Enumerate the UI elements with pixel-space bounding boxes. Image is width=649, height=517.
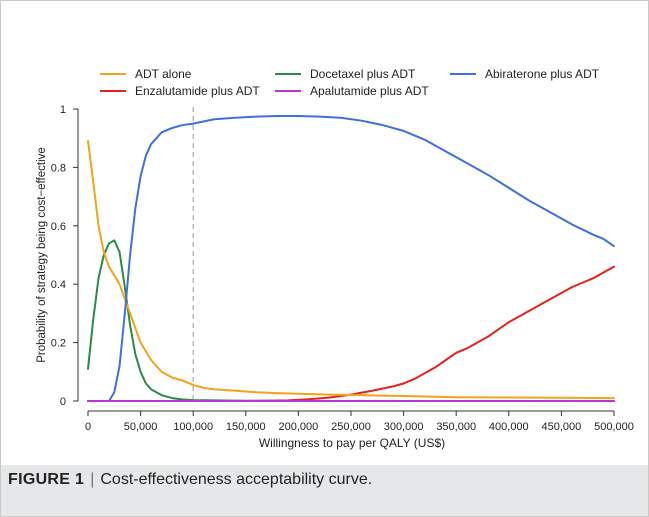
y-tick-label: 0 <box>60 396 66 408</box>
series-lines <box>87 115 615 402</box>
x-axis-label: Willingness to pay per QALY (US$) <box>259 436 445 450</box>
x-tick-label: 300,000 <box>384 421 424 433</box>
legend-label: Abiraterone plus ADT <box>485 67 600 81</box>
x-tick-label: 100,000 <box>173 421 213 433</box>
legend: ADT alone Enzalutamide plus ADT Docetaxel … <box>100 67 600 98</box>
series-line-adt-alone <box>87 140 615 400</box>
y-tick-label: 0.4 <box>51 279 66 291</box>
y-tick-label: 0.8 <box>51 162 66 174</box>
legend-label: Apalutamide plus ADT <box>310 84 429 98</box>
series-line-abiraterone-plus-adt <box>87 115 615 402</box>
x-tick-label: 250,000 <box>331 421 371 433</box>
x-tick-label: 200,000 <box>279 421 319 433</box>
x-tick-label: 50,000 <box>124 421 158 433</box>
y-tick-label: 0.2 <box>51 338 66 350</box>
x-tick-label: 350,000 <box>436 421 476 433</box>
caption-bar <box>1 465 648 516</box>
figure-label: FIGURE 1 <box>8 471 85 488</box>
y-tick-label: 1 <box>60 104 66 116</box>
y-tick-label: 0.6 <box>51 221 66 233</box>
y-axis-label: Probability of strategy being cost−effec… <box>36 147 48 363</box>
caption-text: Cost-effectiveness acceptability curve. <box>100 471 373 488</box>
x-tick-label: 150,000 <box>226 421 266 433</box>
legend-label: Enzalutamide plus ADT <box>135 84 260 98</box>
x-tick-label: 0 <box>85 421 91 433</box>
caption-separator: | <box>90 471 95 488</box>
legend-label: ADT alone <box>135 67 192 81</box>
x-tick-label: 500,000 <box>594 421 634 433</box>
x-tick-label: 450,000 <box>542 421 582 433</box>
series-line-docetaxel-plus-adt <box>87 239 615 402</box>
figure-caption: FIGURE 1 | Cost-effectiveness acceptabilit… <box>8 471 372 489</box>
legend-label: Docetaxel plus ADT <box>310 67 416 81</box>
series-line-enzalutamide-plus-adt <box>87 265 615 402</box>
x-tick-label: 400,000 <box>489 421 529 433</box>
plot-axes: 0 0.2 0.4 0.6 0.8 1 0 50,000 100,000 150,000 200,0… <box>51 104 634 433</box>
